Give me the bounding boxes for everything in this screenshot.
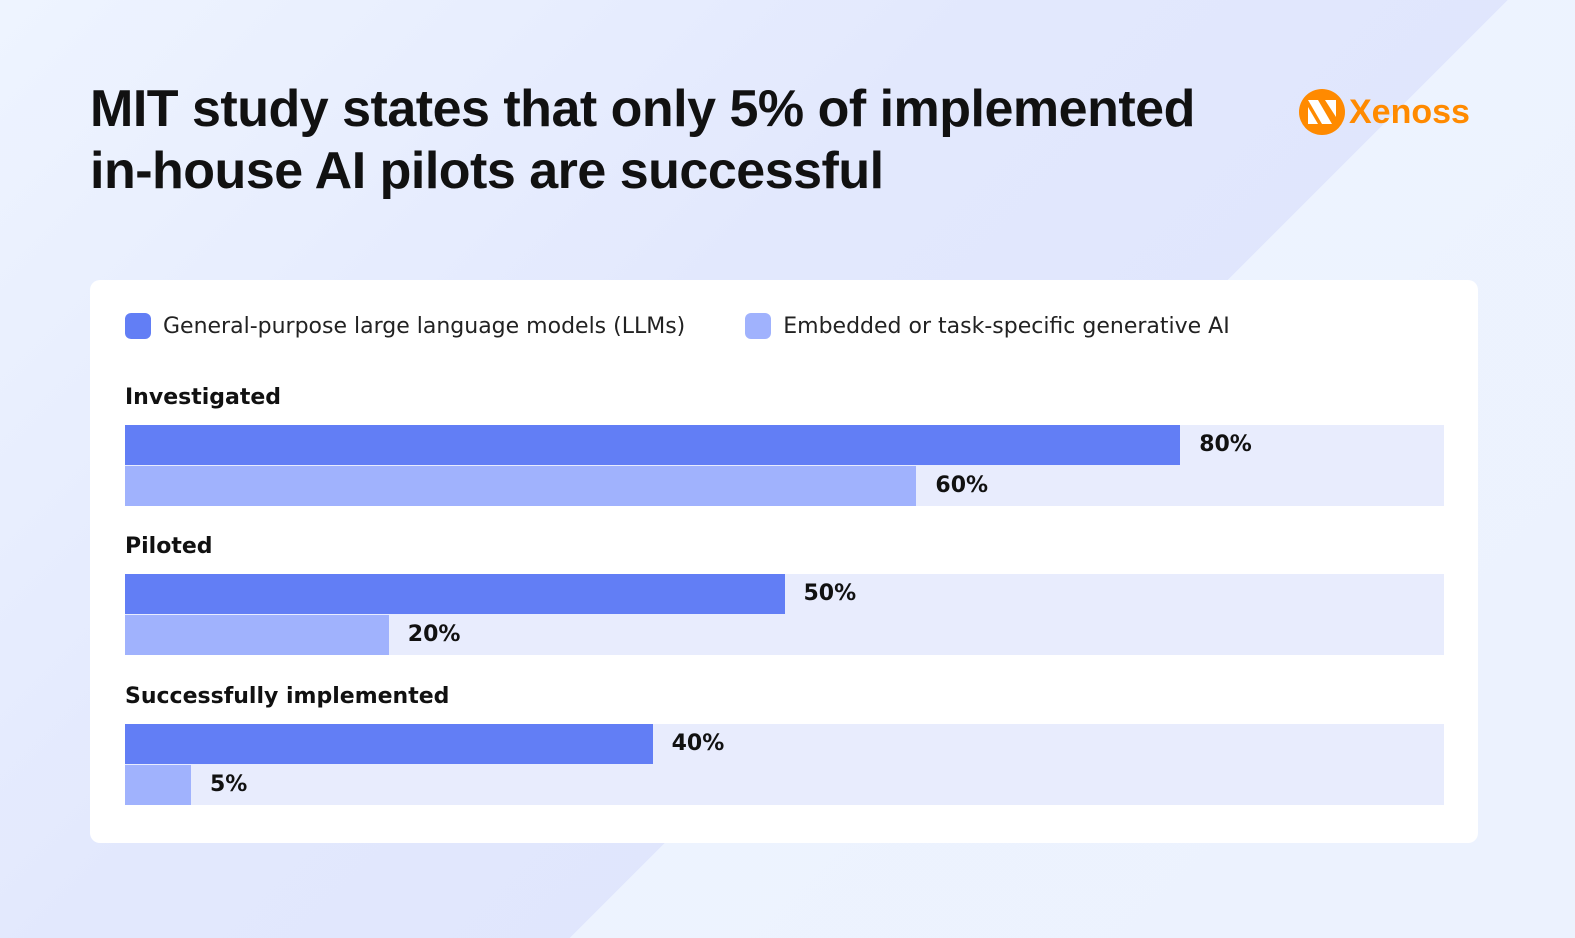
title-line-2: in-house AI pilots are successful [90, 142, 884, 200]
legend-swatch-llm [125, 313, 151, 339]
category-label: Investigated [125, 385, 282, 410]
page-title: MIT study states that only 5% of impleme… [90, 78, 1195, 202]
bar-llm [125, 425, 1181, 465]
legend-label-embedded: Embedded or task-specific generative AI [783, 313, 1230, 339]
legend-label-llm: General-purpose large language models (L… [163, 313, 686, 339]
bar-llm [125, 724, 653, 764]
category-label: Successfully implemented [125, 684, 450, 709]
bar-track: 50% 20% [125, 574, 1444, 655]
chart-card: General-purpose large language models (L… [90, 280, 1478, 843]
bar-track: 80% 60% [125, 425, 1444, 506]
bar-llm [125, 574, 785, 614]
bar-embedded [125, 765, 191, 805]
data-label: 80% [1199, 432, 1252, 457]
legend-item-llm: General-purpose large language models (L… [125, 313, 685, 339]
bar-group: Investigated 80% 60% [125, 385, 1444, 506]
xenoss-logo: Xenoss [1299, 89, 1470, 135]
bar-embedded [125, 466, 917, 506]
data-label: 5% [209, 772, 248, 797]
data-label: 60% [935, 473, 989, 498]
data-label: 20% [407, 622, 461, 647]
logo-text: Xenoss [1349, 92, 1470, 131]
title-line-1: MIT study states that only 5% of impleme… [90, 80, 1195, 138]
bar-track: 40% 5% [125, 724, 1444, 805]
bar-group: Successfully implemented 40% 5% [125, 684, 1444, 805]
category-label: Piloted [125, 534, 213, 559]
data-label: 50% [803, 581, 857, 606]
legend-swatch-embedded [745, 313, 772, 339]
legend-item-embedded: Embedded or task-specific generative AI [745, 313, 1230, 339]
legend: General-purpose large language models (L… [125, 313, 1230, 339]
bar-embedded [125, 615, 389, 655]
xenoss-logo-icon [1299, 89, 1345, 135]
data-label: 40% [671, 731, 725, 756]
bar-group: Piloted 50% 20% [125, 534, 1444, 655]
